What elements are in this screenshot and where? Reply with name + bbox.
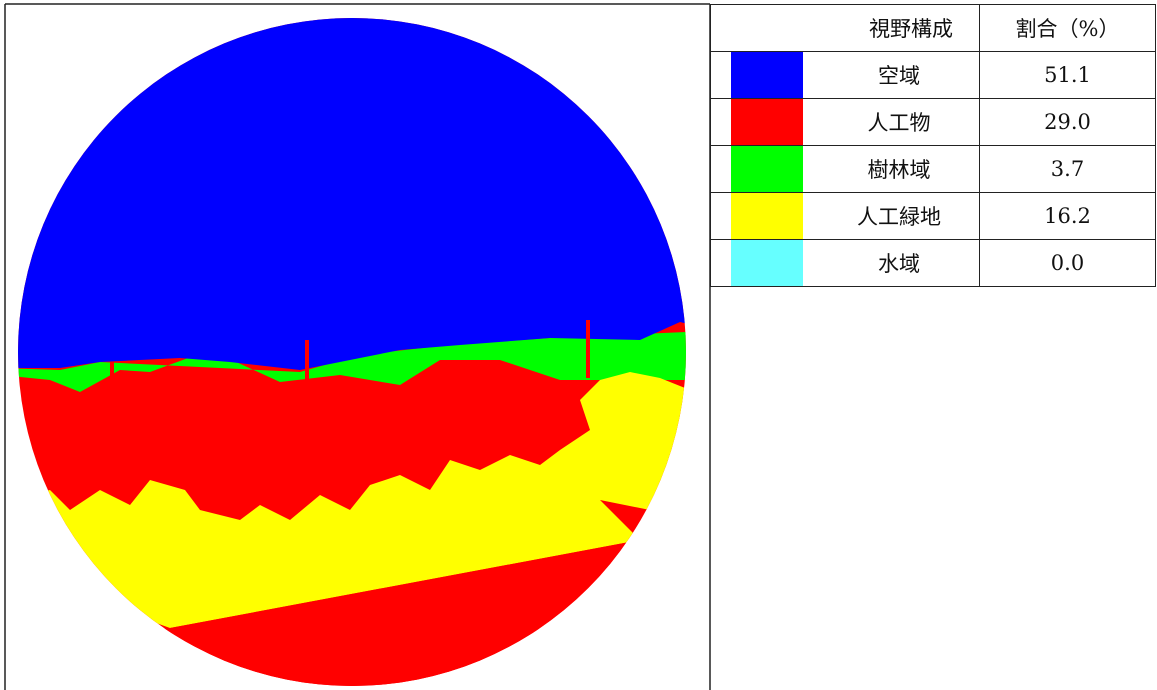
percentage-value: 51.1 [979,51,1156,99]
legend-row: 人工緑地 16.2 [710,192,1156,240]
color-swatch [731,52,803,98]
swatch-cell [710,239,819,287]
legend-row: 人工物 29.0 [710,98,1156,146]
color-swatch [731,146,803,192]
category-label: 水域 [819,239,980,287]
percentage-value: 0.0 [979,239,1156,287]
category-label: 樹林域 [819,145,980,193]
category-label: 人工緑地 [819,192,980,240]
color-swatch [731,193,803,239]
percentage-value: 3.7 [979,145,1156,193]
view-composition-image [4,3,711,690]
legend-table: 視野構成 割合（%） 空域 51.1 人工物 29.0 樹林域 3.7 人工緑地 16.2 水域… [710,4,1156,287]
swatch-cell [710,98,819,146]
color-swatch [731,240,803,286]
legend-row: 樹林域 3.7 [710,145,1156,193]
legend-row: 空域 51.1 [710,51,1156,99]
percentage-value: 16.2 [979,192,1156,240]
category-label: 人工物 [819,98,980,146]
swatch-cell [710,192,819,240]
table-body: 視野構成 割合（%） 空域 51.1 人工物 29.0 樹林域 3.7 人工緑地 16.2 水域… [710,4,1156,287]
percentage-value: 29.0 [979,98,1156,146]
header-cell: 割合（%） [979,4,1156,52]
category-label: 空域 [819,51,980,99]
color-swatch [731,99,803,145]
swatch-cell [710,51,819,99]
legend-row: 水域 0.0 [710,239,1156,287]
header-cell: 視野構成 [710,4,980,52]
segmented-fisheye [18,18,686,686]
header-row: 視野構成 割合（%） [710,4,1156,52]
swatch-cell [710,145,819,193]
